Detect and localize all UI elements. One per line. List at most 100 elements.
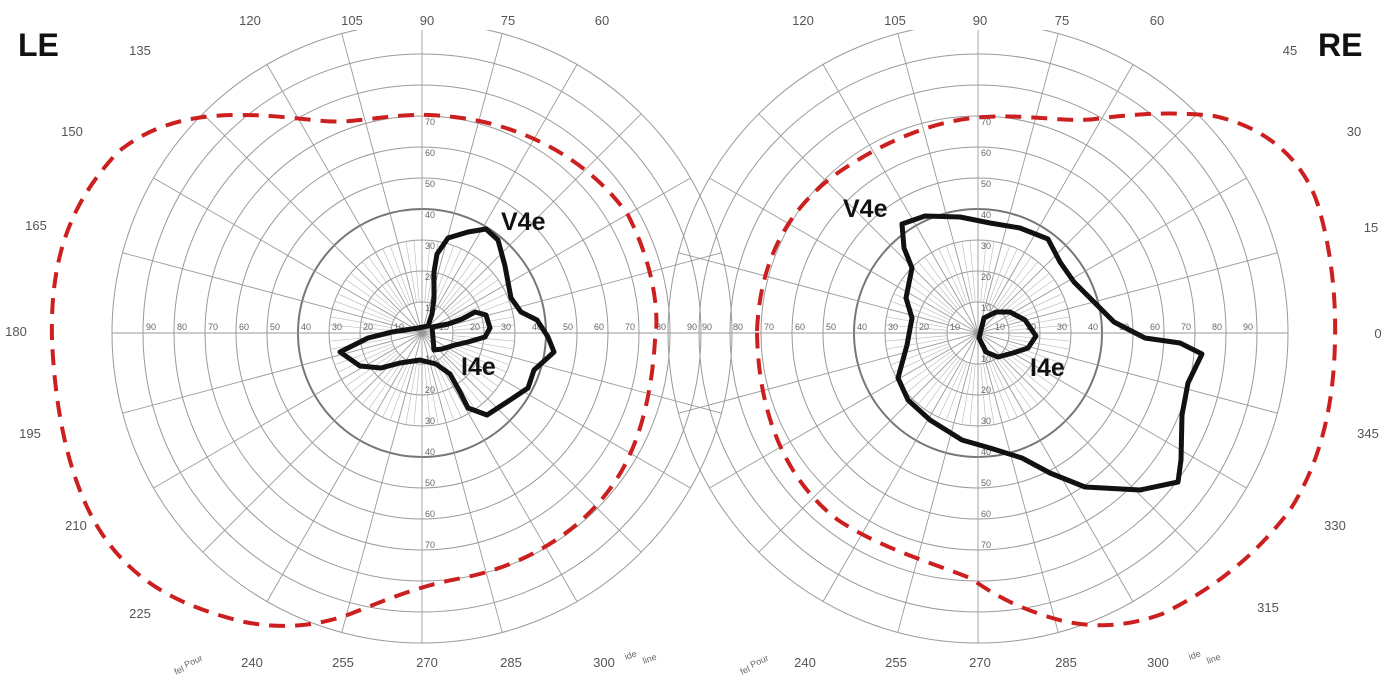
eccentricity-label: 10: [995, 322, 1005, 332]
eccentricity-label: 60: [1150, 322, 1160, 332]
eccentricity-label: 70: [1181, 322, 1191, 332]
meridian-degree-label: 150: [61, 124, 83, 139]
eccentricity-label: 70: [764, 322, 774, 332]
meridian-degree-label: 120: [792, 13, 814, 28]
eccentricity-label: 40: [532, 322, 542, 332]
left-eye-i4e-isopter: [429, 309, 493, 353]
meridian-degree-label: 60: [1150, 13, 1164, 28]
eccentricity-label: 40: [857, 322, 867, 332]
meridian-degree-label: 120: [239, 13, 261, 28]
eccentricity-label: 50: [563, 322, 573, 332]
eccentricity-label: 20: [425, 385, 435, 395]
eccentricity-label: 10: [981, 303, 991, 313]
eccentricity-label: 80: [1212, 322, 1222, 332]
eccentricity-label: 10: [425, 303, 435, 313]
edge-note-fel-right: fel: [739, 664, 752, 675]
meridian-degree-label: 45: [1283, 43, 1297, 58]
right-eye-label: RE: [1318, 27, 1362, 63]
eccentricity-label: 50: [425, 478, 435, 488]
eccentricity-label: 70: [981, 117, 991, 127]
eccentricity-label: 10: [981, 354, 991, 364]
right-eye-field: 120 105 90 75 60 45 30 15 0 345 330 315 240 255 270 285…: [667, 13, 1381, 670]
left-eye-field: 120 105 90 75 60 135 150 165 180 195 210 225 240 255 2…: [5, 13, 733, 670]
eccentricity-label: 30: [981, 416, 991, 426]
meridian-degree-label: 30: [1347, 124, 1361, 139]
eccentricity-label: 40: [981, 447, 991, 457]
meridian-degree-label: 285: [1055, 655, 1077, 670]
eccentricity-label: 20: [363, 322, 373, 332]
eccentricity-label: 90: [146, 322, 156, 332]
eccentricity-label: 40: [981, 210, 991, 220]
meridian-degree-label: 105: [341, 13, 363, 28]
eccentricity-label: 70: [208, 322, 218, 332]
meridian-degree-label: 90: [973, 13, 987, 28]
eccentricity-label: 50: [826, 322, 836, 332]
eccentricity-label: 70: [625, 322, 635, 332]
meridian-degree-label: 90: [420, 13, 434, 28]
eccentricity-label: 20: [981, 272, 991, 282]
right-eye-i4e-isopter: [976, 309, 1039, 360]
meridian-degree-label: 255: [885, 655, 907, 670]
left-eye-peripheral-isopter: [49, 112, 659, 628]
eccentricity-label: 90: [702, 322, 712, 332]
edge-note-ide-right: ide: [1187, 648, 1202, 662]
meridian-degree-label: 105: [884, 13, 906, 28]
edge-note-line-left: line: [641, 652, 658, 666]
eccentricity-label: 90: [1243, 322, 1253, 332]
eccentricity-label: 60: [981, 509, 991, 519]
left-eye-i4e-label: I4e: [461, 353, 496, 381]
eccentricity-label: 70: [425, 117, 435, 127]
eccentricity-label: 30: [1057, 322, 1067, 332]
left-eye-meridian-labels: 120 105 90 75 60 135 150 165 180 195 210 225 240 255 2…: [5, 13, 615, 670]
eccentricity-label: 10: [425, 354, 435, 364]
eccentricity-label: 20: [425, 272, 435, 282]
eccentricity-label: 50: [425, 179, 435, 189]
eccentricity-label: 70: [425, 540, 435, 550]
meridian-degree-label: 135: [129, 43, 151, 58]
meridian-degree-label: 300: [593, 655, 615, 670]
eccentricity-label: 10: [394, 322, 404, 332]
eccentricity-label: 60: [425, 509, 435, 519]
eccentricity-label: 80: [177, 322, 187, 332]
left-eye-label: LE: [18, 27, 59, 63]
right-eye-i4e-label: I4e: [1030, 354, 1065, 382]
eccentricity-label: 30: [501, 322, 511, 332]
eccentricity-label: 40: [425, 447, 435, 457]
meridian-degree-label: 255: [332, 655, 354, 670]
eccentricity-label: 60: [594, 322, 604, 332]
eccentricity-label: 80: [656, 322, 666, 332]
edge-note-pour-left: Pour: [183, 653, 204, 670]
meridian-degree-label: 195: [19, 426, 41, 441]
eccentricity-label: 90: [687, 322, 697, 332]
eccentricity-label: 20: [981, 385, 991, 395]
edge-note-ide-left: ide: [623, 648, 638, 662]
eccentricity-label: 50: [270, 322, 280, 332]
eccentricity-label: 40: [1088, 322, 1098, 332]
eccentricity-label: 30: [888, 322, 898, 332]
edge-note-pour-right: Pour: [749, 653, 770, 670]
meridian-degree-label: 225: [129, 606, 151, 621]
meridian-degree-label: 15: [1364, 220, 1378, 235]
left-eye-v4e-label: V4e: [501, 208, 546, 236]
eccentricity-label: 40: [301, 322, 311, 332]
meridian-degree-label: 75: [1055, 13, 1069, 28]
eccentricity-label: 80: [733, 322, 743, 332]
meridian-degree-label: 330: [1324, 518, 1346, 533]
edge-note-fel-left: fel: [173, 664, 186, 675]
eccentricity-label: 20: [470, 322, 480, 332]
eccentricity-label: 40: [425, 210, 435, 220]
meridian-degree-label: 345: [1357, 426, 1379, 441]
right-eye-v4e-isopter: [895, 213, 1205, 493]
eccentricity-label: 30: [425, 416, 435, 426]
eccentricity-label: 30: [981, 241, 991, 251]
eccentricity-label: 20: [919, 322, 929, 332]
meridian-degree-label: 75: [501, 13, 515, 28]
meridian-degree-label: 270: [416, 655, 438, 670]
meridian-degree-label: 240: [794, 655, 816, 670]
right-eye-v4e-label: V4e: [843, 195, 888, 223]
eccentricity-label: 50: [981, 179, 991, 189]
meridian-degree-label: 315: [1257, 600, 1279, 615]
eccentricity-label: 60: [425, 148, 435, 158]
